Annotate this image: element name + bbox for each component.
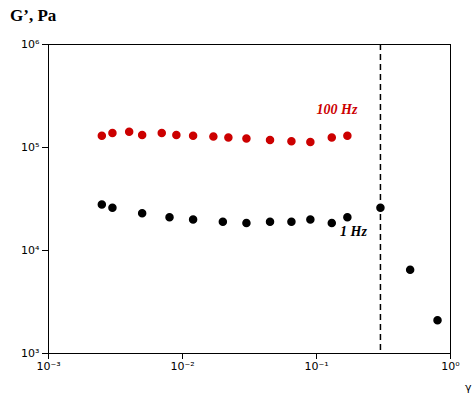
svg-text:100 Hz: 100 Hz [317, 102, 358, 117]
svg-text:10⁵: 10⁵ [21, 141, 39, 154]
svg-text:10⁻³: 10⁻³ [36, 360, 60, 373]
svg-text:1 Hz: 1 Hz [340, 224, 367, 239]
svg-text:10⁴: 10⁴ [21, 244, 40, 257]
svg-text:10⁻¹: 10⁻¹ [304, 360, 328, 373]
html-text:G’, Pa: G’, Pa [10, 6, 57, 25]
svg-text:γ: γ [465, 381, 472, 394]
svg-text:10⁶: 10⁶ [21, 38, 40, 51]
svg-text:10⁰: 10⁰ [441, 360, 460, 373]
svg-text:10⁻²: 10⁻² [170, 360, 194, 373]
svg-text:10³: 10³ [21, 347, 39, 360]
